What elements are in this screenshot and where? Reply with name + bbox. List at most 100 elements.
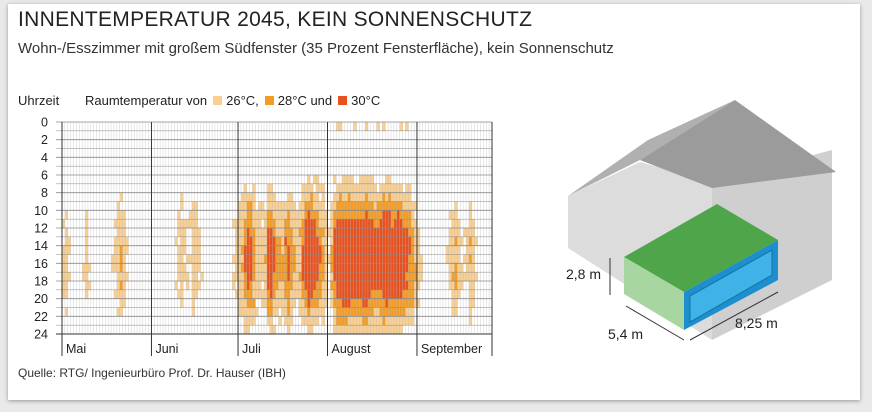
heatmap-cell-30 bbox=[402, 254, 406, 264]
heatmap-cell-30 bbox=[350, 228, 354, 238]
heatmap-cell-26 bbox=[463, 228, 467, 238]
heatmap-cell-26 bbox=[235, 236, 239, 246]
heatmap-cell-26 bbox=[307, 175, 311, 185]
heatmap-cell-26 bbox=[284, 210, 288, 220]
heatmap-cell-26 bbox=[238, 245, 242, 255]
heatmap-cell-28 bbox=[454, 236, 458, 246]
heatmap-cell-26 bbox=[298, 236, 302, 246]
heatmap-cell-26 bbox=[266, 201, 271, 211]
heatmap-cell-30 bbox=[388, 289, 392, 299]
heatmap-cell-26 bbox=[298, 201, 302, 211]
heatmap-cell-26 bbox=[318, 298, 323, 308]
heatmap-cell-26 bbox=[289, 219, 294, 229]
heatmap-cell-30 bbox=[388, 254, 392, 264]
heatmap-cell-26 bbox=[313, 192, 317, 202]
heatmap-cell-28 bbox=[359, 298, 363, 308]
heatmap-cell-26 bbox=[238, 298, 242, 308]
heatmap-cell-30 bbox=[356, 245, 360, 255]
heatmap-cell-30 bbox=[344, 219, 349, 229]
heatmap-cell-26 bbox=[396, 325, 400, 335]
heatmap-cell-28 bbox=[252, 228, 256, 238]
heatmap-cell-26 bbox=[414, 228, 418, 238]
heatmap-cell-28 bbox=[336, 201, 340, 211]
heatmap-cell-28 bbox=[365, 316, 369, 326]
heatmap-cell-30 bbox=[315, 254, 320, 264]
heatmap-cell-30 bbox=[356, 254, 360, 264]
heatmap-cell-30 bbox=[399, 254, 403, 264]
heatmap-cell-28 bbox=[376, 219, 380, 229]
heatmap-cell-26 bbox=[457, 272, 461, 282]
heatmap-cell-28 bbox=[408, 281, 412, 291]
heatmap-cell-26 bbox=[295, 228, 299, 238]
heatmap-cell-26 bbox=[471, 263, 475, 273]
heatmap-cell-30 bbox=[396, 281, 400, 291]
heatmap-cell-28 bbox=[292, 254, 297, 264]
heatmap-cell-30 bbox=[353, 254, 357, 264]
heatmap-cell-26 bbox=[379, 316, 383, 326]
heatmap-cell-28 bbox=[379, 201, 383, 211]
heatmap-cell-26 bbox=[295, 263, 299, 273]
heatmap-cell-30 bbox=[390, 263, 395, 273]
heatmap-cell-30 bbox=[385, 263, 389, 273]
heatmap-cell-26 bbox=[474, 236, 478, 246]
heatmap-cell-26 bbox=[468, 298, 473, 308]
heatmap-cell-30 bbox=[359, 263, 363, 273]
heatmap-cell-28 bbox=[390, 210, 395, 220]
heatmap-cell-26 bbox=[295, 210, 299, 220]
heatmap-cell-28 bbox=[367, 210, 372, 220]
heatmap-cell-26 bbox=[457, 228, 461, 238]
heatmap-cell-26 bbox=[356, 316, 360, 326]
heatmap-cell-26 bbox=[278, 219, 282, 229]
heatmap-cell-26 bbox=[191, 289, 196, 299]
heatmap-cell-30 bbox=[405, 263, 409, 273]
heatmap-cell-26 bbox=[454, 254, 458, 264]
heatmap-cell-28 bbox=[341, 316, 346, 326]
heatmap-cell-30 bbox=[341, 245, 346, 255]
heatmap-cell-30 bbox=[266, 272, 271, 282]
heatmap-cell-26 bbox=[333, 316, 337, 326]
heatmap-cell-26 bbox=[261, 228, 265, 238]
heatmap-cell-30 bbox=[379, 272, 383, 282]
heatmap-cell-30 bbox=[333, 236, 337, 246]
heatmap-cell-26 bbox=[370, 325, 374, 335]
heatmap-cell-26 bbox=[246, 325, 250, 335]
heatmap-cell-26 bbox=[180, 254, 184, 264]
heatmap-cell-26 bbox=[238, 228, 242, 238]
heatmap-cell-26 bbox=[379, 192, 383, 202]
heatmap-cell-26 bbox=[466, 263, 470, 273]
heatmap-cell-26 bbox=[186, 219, 190, 229]
heatmap-cell-28 bbox=[414, 263, 418, 273]
heatmap-cell-26 bbox=[402, 316, 406, 326]
heatmap-cell-26 bbox=[275, 307, 279, 317]
heatmap-cell-26 bbox=[122, 210, 126, 220]
heatmap-cell-26 bbox=[243, 192, 247, 202]
heatmap-cell-28 bbox=[405, 219, 409, 229]
heatmap-cell-30 bbox=[318, 245, 323, 255]
heatmap-cell-26 bbox=[116, 219, 121, 229]
heatmap-cell-26 bbox=[373, 192, 377, 202]
heatmap-cell-26 bbox=[116, 289, 121, 299]
heatmap-cell-26 bbox=[240, 307, 245, 317]
heatmap-cell-30 bbox=[399, 281, 403, 291]
heatmap-cell-30 bbox=[370, 263, 374, 273]
heatmap-cell-28 bbox=[289, 236, 294, 246]
heatmap-cell-26 bbox=[122, 272, 126, 282]
heatmap-cell-26 bbox=[255, 307, 259, 317]
heatmap-cell-26 bbox=[292, 219, 297, 229]
heatmap-cell-28 bbox=[275, 272, 279, 282]
heatmap-cell-28 bbox=[287, 281, 291, 291]
heatmap-cell-28 bbox=[411, 298, 415, 308]
heatmap-cell-28 bbox=[356, 307, 360, 317]
heatmap-cell-30 bbox=[310, 245, 314, 255]
heatmap-cell-28 bbox=[399, 201, 403, 211]
heatmap-cell-26 bbox=[174, 281, 178, 291]
heatmap-cell-30 bbox=[310, 219, 314, 229]
heatmap-cell-28 bbox=[281, 263, 285, 273]
heatmap-cell-30 bbox=[365, 289, 369, 299]
heatmap-cell-28 bbox=[390, 307, 395, 317]
heatmap-cell-30 bbox=[266, 236, 271, 246]
heatmap-cell-28 bbox=[284, 272, 288, 282]
heatmap-cell-26 bbox=[194, 254, 198, 264]
heatmap-cell-26 bbox=[292, 298, 297, 308]
heatmap-cell-26 bbox=[315, 183, 320, 193]
